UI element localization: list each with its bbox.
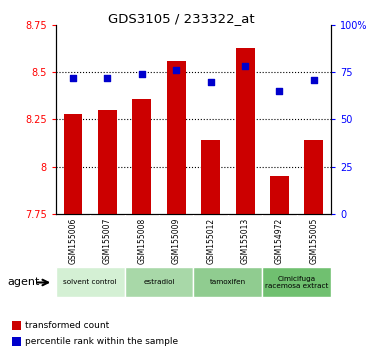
Point: [104, 75, 110, 81]
Text: GSM155007: GSM155007: [103, 218, 112, 264]
Text: percentile rank within the sample: percentile rank within the sample: [25, 337, 178, 346]
Point: [70, 75, 76, 81]
Text: transformed count: transformed count: [25, 321, 109, 330]
Bar: [12, 321, 21, 330]
Text: GSM154972: GSM154972: [275, 218, 284, 264]
Point: [173, 67, 179, 73]
Point: [208, 79, 214, 85]
Bar: [64, 114, 82, 214]
Text: GSM155006: GSM155006: [69, 218, 77, 264]
Text: GSM155013: GSM155013: [241, 218, 249, 264]
Point: [276, 88, 283, 94]
Text: agent: agent: [8, 278, 40, 287]
Text: solvent control: solvent control: [64, 279, 117, 285]
Bar: [270, 176, 289, 214]
Bar: [132, 99, 151, 214]
Point: [311, 77, 317, 82]
Text: Cimicifuga
racemosa extract: Cimicifuga racemosa extract: [265, 276, 328, 289]
Text: GSM155009: GSM155009: [172, 218, 181, 264]
Point: [242, 64, 248, 69]
Bar: [201, 140, 220, 214]
Text: GDS3105 / 233322_at: GDS3105 / 233322_at: [108, 12, 254, 25]
Bar: [98, 110, 117, 214]
Bar: [56, 267, 125, 297]
Bar: [194, 267, 262, 297]
Text: GSM155012: GSM155012: [206, 218, 215, 264]
Bar: [262, 267, 331, 297]
Bar: [12, 337, 21, 346]
Text: GSM155008: GSM155008: [137, 218, 146, 264]
Text: GSM155005: GSM155005: [310, 218, 318, 264]
Text: estradiol: estradiol: [143, 279, 175, 285]
Bar: [236, 47, 254, 214]
Bar: [125, 267, 194, 297]
Text: tamoxifen: tamoxifen: [210, 279, 246, 285]
Bar: [305, 140, 323, 214]
Bar: [167, 61, 186, 214]
Point: [139, 71, 145, 77]
